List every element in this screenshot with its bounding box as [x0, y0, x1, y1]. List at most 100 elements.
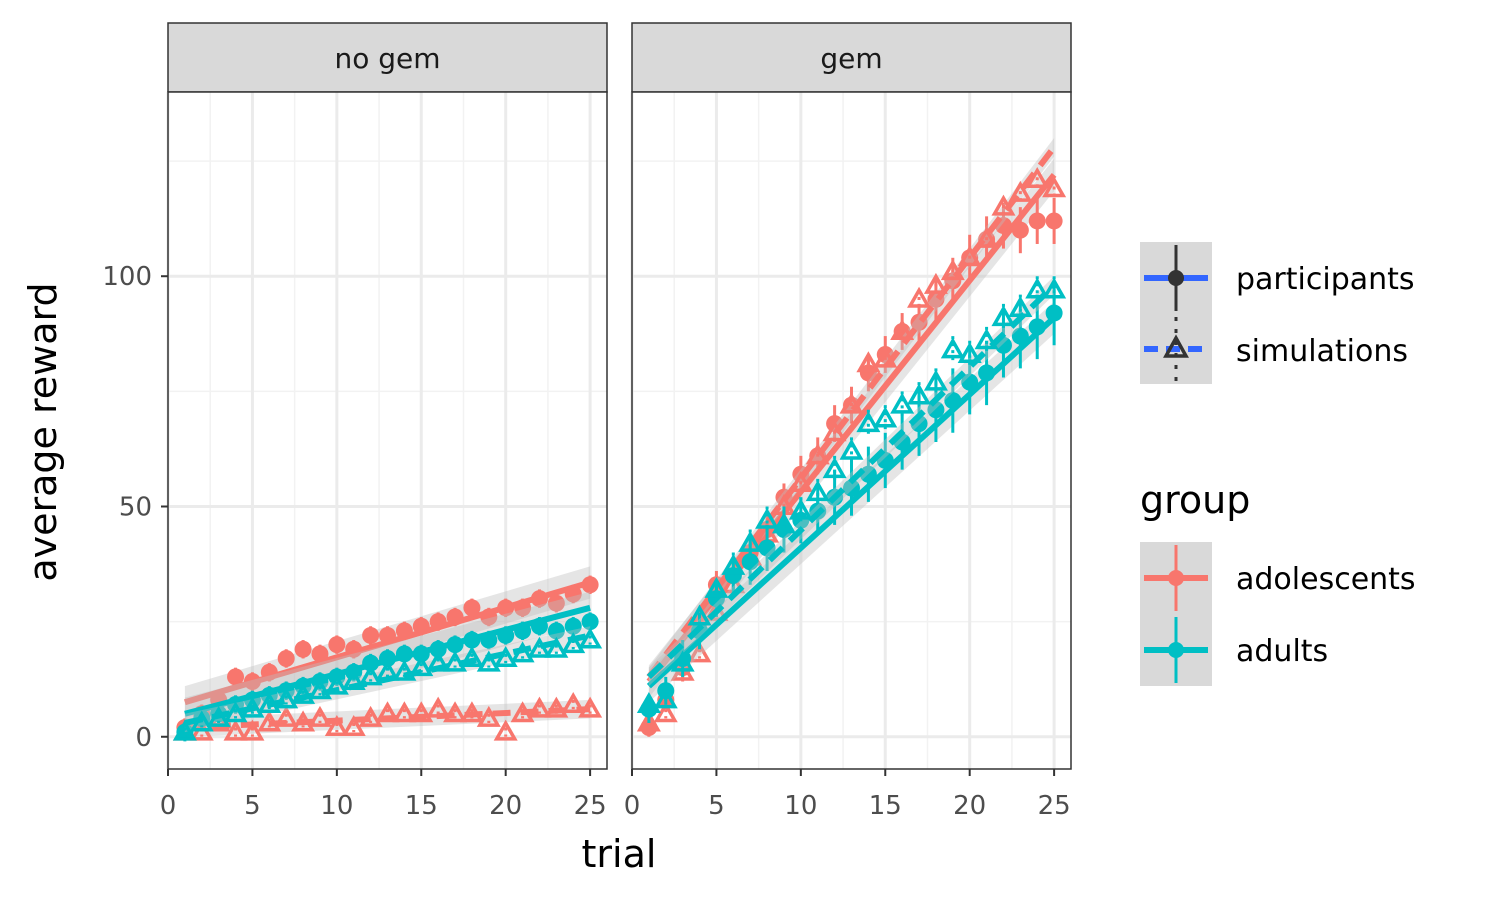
- data-point: [822, 457, 847, 479]
- data-point: [859, 364, 877, 382]
- strip-gem: [631, 22, 1072, 93]
- data-point: [463, 631, 481, 649]
- data-point: [856, 351, 881, 373]
- data-point: [1011, 327, 1029, 345]
- data-point: [653, 701, 678, 723]
- x-tick-label: 15: [405, 791, 438, 821]
- x-tick-label: 5: [244, 791, 261, 821]
- series-adults-simulations: [636, 276, 1067, 714]
- data-point: [1011, 221, 1029, 239]
- legend-group-title: group: [1140, 478, 1250, 522]
- data-point: [463, 599, 481, 617]
- data-point: [991, 305, 1016, 327]
- x-tick-label: 0: [160, 791, 177, 821]
- data-point: [923, 272, 948, 294]
- data-point: [636, 710, 661, 732]
- data-point: [240, 696, 265, 718]
- data-point: [426, 696, 451, 718]
- data-point: [890, 318, 915, 340]
- data-point: [291, 682, 316, 704]
- x-tick-label: 25: [574, 791, 607, 821]
- data-point: [324, 673, 349, 695]
- x-tick-label: 10: [784, 791, 817, 821]
- data-point: [379, 649, 396, 667]
- data-point: [890, 392, 915, 414]
- data-point: [704, 576, 729, 598]
- data-point: [1008, 295, 1033, 317]
- data-point: [839, 392, 864, 414]
- data-point: [923, 369, 948, 391]
- data-point: [1028, 318, 1046, 336]
- y-tick-label: 0: [135, 723, 152, 753]
- data-point: [375, 701, 400, 723]
- data-point: [564, 585, 582, 603]
- data-point: [189, 710, 214, 732]
- data-point: [843, 479, 860, 497]
- data-point: [274, 687, 299, 709]
- data-point: [429, 613, 447, 631]
- data-point: [294, 640, 312, 658]
- x-tick-label: 10: [320, 791, 353, 821]
- data-point: [409, 701, 434, 723]
- data-point: [974, 328, 999, 350]
- data-point: [805, 443, 830, 465]
- legend-key-adolescents: [1144, 545, 1208, 611]
- legend-source: participants simulations: [1140, 242, 1415, 384]
- data-point: [856, 411, 881, 433]
- data-point: [476, 650, 501, 672]
- data-point: [443, 701, 468, 723]
- legend-key-simulations: [1144, 317, 1208, 381]
- data-point: [527, 636, 552, 658]
- legend-label-adults: adults: [1236, 634, 1328, 669]
- legend-label-simulations: simulations: [1236, 334, 1408, 369]
- data-point: [291, 710, 316, 732]
- data-point: [944, 392, 962, 410]
- data-point: [223, 719, 248, 741]
- data-point: [345, 640, 363, 658]
- data-point: [426, 650, 451, 672]
- data-point: [362, 654, 380, 672]
- data-point: [324, 715, 349, 737]
- panel-gem: gem: [630, 22, 1072, 770]
- data-point: [974, 226, 999, 248]
- data-point: [957, 245, 982, 267]
- data-point: [206, 705, 231, 727]
- data-point: [530, 617, 548, 635]
- data-point: [805, 480, 830, 502]
- data-point: [547, 622, 565, 640]
- data-point: [514, 599, 532, 617]
- data-point: [581, 613, 599, 631]
- data-point: [412, 645, 430, 663]
- y-tick-label: 50: [119, 492, 152, 522]
- data-point: [907, 286, 932, 308]
- data-point: [510, 701, 535, 723]
- data-point: [243, 672, 261, 690]
- plot-border: [167, 91, 608, 770]
- data-point: [497, 599, 515, 617]
- data-point: [480, 631, 498, 649]
- legend-label-participants: participants: [1236, 262, 1415, 297]
- data-point: [1045, 212, 1063, 230]
- legend-key-participants: [1144, 245, 1208, 311]
- data-point: [358, 705, 383, 727]
- data-point: [395, 622, 413, 640]
- data-point: [497, 626, 515, 644]
- data-point: [561, 632, 586, 654]
- data-point: [358, 664, 383, 686]
- data-point: [527, 696, 552, 718]
- data-point: [443, 650, 468, 672]
- data-point: [653, 687, 678, 709]
- data-point: [822, 420, 847, 442]
- data-point: [957, 341, 982, 364]
- x-tick-label: 15: [869, 791, 902, 821]
- data-point: [223, 701, 248, 723]
- data-point: [493, 719, 518, 741]
- data-point: [1025, 166, 1050, 189]
- data-point: [578, 696, 603, 718]
- data-point: [362, 626, 380, 644]
- data-point: [274, 705, 299, 727]
- data-point: [1042, 176, 1067, 198]
- data-point: [1025, 277, 1050, 299]
- legend-label-adolescents: adolescents: [1236, 562, 1416, 597]
- data-point: [341, 715, 366, 737]
